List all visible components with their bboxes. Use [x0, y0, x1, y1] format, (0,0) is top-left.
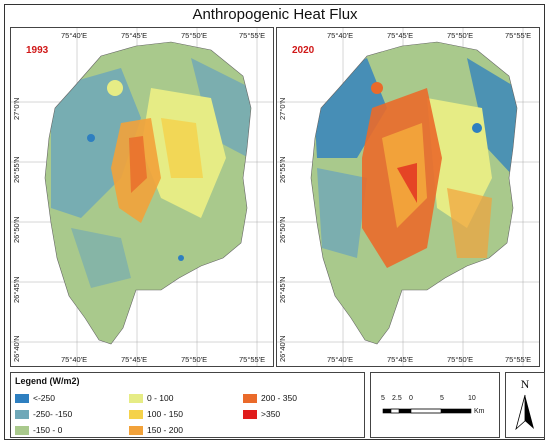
- legend-label: 200 - 350: [261, 393, 297, 403]
- lat-tick: 27°0'N: [278, 97, 287, 120]
- scale-label: 5: [440, 395, 444, 402]
- map-1993: [11, 28, 273, 366]
- legend-item: <-250: [15, 393, 55, 404]
- legend-swatch: [15, 410, 29, 420]
- scale-unit: Km: [474, 408, 485, 415]
- legend-swatch: [129, 410, 143, 420]
- lat-tick: 26°55'N: [278, 156, 287, 183]
- legend-item: -250- -150: [15, 409, 73, 420]
- legend-swatch: [243, 394, 257, 404]
- figure-title: Anthropogenic Heat Flux: [192, 6, 358, 23]
- lon-tick-bottom: 75°55'E: [239, 355, 266, 364]
- scale-label: 0: [409, 395, 413, 402]
- legend-label: -250- -150: [33, 409, 73, 419]
- north-arrow-icon: [515, 394, 534, 431]
- lon-tick-bottom: 75°50'E: [181, 355, 208, 364]
- scale-bar: [382, 408, 472, 414]
- lat-tick: 26°50'N: [12, 216, 21, 243]
- lat-tick: 26°40'N: [278, 335, 287, 362]
- legend-swatch: [15, 426, 29, 436]
- lon-tick-top: 75°55'E: [239, 31, 266, 40]
- lon-tick-top: 75°50'E: [181, 31, 208, 40]
- legend-swatch: [15, 394, 29, 404]
- map-panel-1993: 1993 75°40'E 75°45'E 75°50'E 75°55'E 75°…: [10, 27, 274, 367]
- legend-item: >350: [243, 409, 281, 420]
- legend-item: 0 - 100: [129, 393, 174, 404]
- scale-label: 5: [381, 395, 385, 402]
- legend-swatch: [129, 426, 143, 436]
- lat-tick: 26°55'N: [12, 156, 21, 183]
- legend-label: 100 - 150: [147, 409, 183, 419]
- map-panel-2020: 2020 75°40'E 75°45'E 75°50'E 75°55'E 75°…: [276, 27, 540, 367]
- legend-label: -150 - 0: [33, 425, 63, 435]
- legend-title: Legend (W/m2): [15, 376, 80, 386]
- legend-label: <-250: [33, 393, 55, 403]
- scale-label: 2.5: [392, 395, 402, 402]
- lon-tick-bottom: 75°45'E: [121, 355, 148, 364]
- north-arrow-box: N: [505, 372, 545, 438]
- lon-tick-top: 75°45'E: [121, 31, 148, 40]
- lon-tick-bottom: 75°50'E: [447, 355, 474, 364]
- year-label-2020: 2020: [292, 45, 315, 56]
- scale-label: 10: [468, 395, 476, 402]
- lon-tick-bottom: 75°45'E: [387, 355, 414, 364]
- lon-tick-bottom: 75°55'E: [505, 355, 532, 364]
- lat-tick: 26°50'N: [278, 216, 287, 243]
- lon-tick-top: 75°40'E: [61, 31, 88, 40]
- lon-tick-bottom: 75°40'E: [61, 355, 88, 364]
- map-2020: [277, 28, 539, 366]
- figure-frame: [4, 4, 545, 440]
- legend-label: >350: [261, 409, 281, 419]
- lon-tick-top: 75°40'E: [327, 31, 354, 40]
- lat-tick: 27°0'N: [12, 97, 21, 120]
- lat-tick: 26°40'N: [12, 335, 21, 362]
- lon-tick-top: 75°50'E: [447, 31, 474, 40]
- legend-item: 150 - 200: [129, 425, 183, 436]
- lon-tick-bottom: 75°40'E: [327, 355, 354, 364]
- lat-tick: 26°45'N: [278, 276, 287, 303]
- legend-swatch: [243, 410, 257, 420]
- legend-swatch: [129, 394, 143, 404]
- lat-tick: 26°45'N: [12, 276, 21, 303]
- lon-tick-top: 75°55'E: [505, 31, 532, 40]
- legend-label: 150 - 200: [147, 425, 183, 435]
- lon-tick-top: 75°45'E: [387, 31, 414, 40]
- legend-item: 200 - 350: [243, 393, 297, 404]
- legend-label: 0 - 100: [147, 393, 174, 403]
- legend-item: 100 - 150: [129, 409, 183, 420]
- north-label: N: [520, 377, 530, 391]
- scale-bar-box: 5 2.5 0 5 10 Km: [370, 372, 500, 438]
- legend: Legend (W/m2) <-250 -250- -150 -150 - 0 …: [10, 372, 365, 438]
- year-label-1993: 1993: [26, 45, 49, 56]
- legend-item: -150 - 0: [15, 425, 63, 436]
